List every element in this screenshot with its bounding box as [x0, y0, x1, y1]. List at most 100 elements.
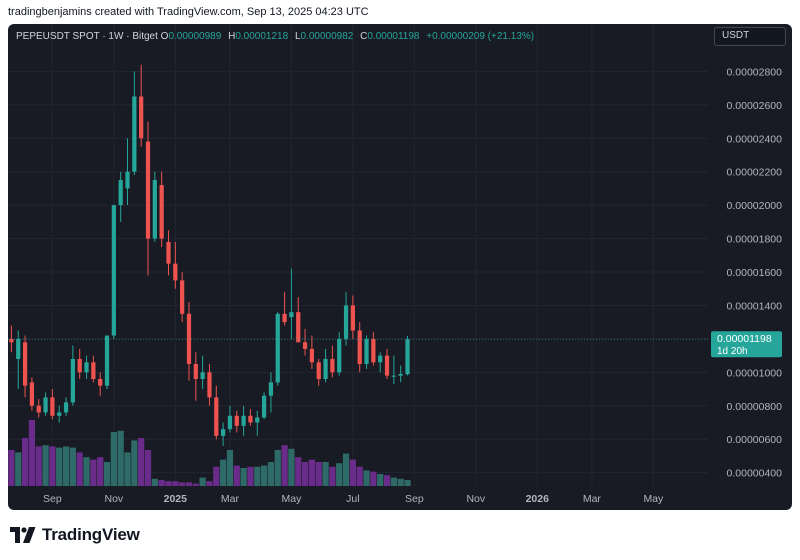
volume-bar — [206, 481, 213, 486]
candle-body — [371, 338, 376, 363]
candle-body — [275, 313, 280, 383]
volume-bar — [49, 446, 56, 486]
volume-bar — [76, 452, 83, 486]
candle-body — [227, 415, 233, 430]
candle-body — [323, 358, 328, 380]
candle-body — [139, 96, 144, 139]
candle-body — [309, 348, 315, 363]
x-tick-label: Sep — [43, 493, 62, 505]
volume-bar — [62, 446, 70, 486]
candle-body — [378, 355, 383, 363]
currency-button[interactable]: USDT — [714, 27, 786, 46]
tradingview-brand[interactable]: TradingView — [10, 525, 140, 545]
candle-body — [29, 382, 35, 406]
candle-body — [77, 358, 82, 373]
volume-bar — [103, 462, 111, 486]
volume-bar — [83, 457, 90, 486]
candle-body — [200, 372, 205, 380]
volume-bar — [8, 450, 15, 486]
x-tick-label: Jul — [346, 493, 359, 505]
close-value: 0.00001198 — [367, 31, 420, 42]
volume-bar — [90, 459, 97, 486]
y-tick-label: 0.00002400 — [727, 133, 783, 145]
volume-bar — [172, 481, 179, 486]
candle-body — [180, 280, 185, 314]
volume-bar — [117, 430, 124, 486]
volume-bar — [281, 445, 288, 486]
volume-bar — [165, 481, 172, 486]
candle-body — [384, 355, 390, 376]
volume-bar — [247, 466, 254, 486]
y-tick-label: 0.00000800 — [727, 401, 783, 413]
x-tick-label: Mar — [583, 493, 602, 505]
candle-body — [302, 342, 308, 349]
volume-bar — [144, 450, 152, 486]
volume-bar — [301, 462, 309, 486]
candle-body — [391, 375, 396, 377]
candles — [9, 64, 410, 446]
volume-bar — [56, 447, 63, 486]
candle-body — [50, 397, 55, 416]
candle-body — [296, 312, 301, 343]
volume-bar — [21, 438, 29, 486]
candle-body — [9, 338, 14, 343]
candle-body — [166, 241, 171, 264]
volume-bar — [213, 466, 220, 486]
symbol-name: PEPEUSDT SPOT · 1W · Bitget — [16, 31, 158, 42]
high-value: 0.00001218 — [235, 31, 289, 42]
volume-bar — [315, 462, 322, 486]
low-label: L — [294, 31, 301, 42]
candle-body — [57, 412, 62, 416]
chart-panel[interactable]: 0.00000400 0.00000600 0.00000800 0.00001000… — [8, 24, 792, 510]
volume-bar — [185, 482, 193, 486]
volume-bar — [35, 446, 42, 486]
x-axis: Sep Nov 2025 Mar May Jul Sep Nov 2026 Mar May — [43, 493, 664, 505]
volume-bar — [151, 478, 158, 486]
volume-bar — [274, 450, 281, 486]
candle-body — [125, 171, 130, 189]
volume-bar — [69, 447, 76, 486]
candle-body — [104, 335, 110, 386]
y-tick-label: 0.00002000 — [727, 200, 783, 212]
volume-bars — [8, 420, 411, 486]
brand-name: TradingView — [42, 525, 140, 544]
change-value: +0.00000209 (+21.13%) — [426, 31, 535, 42]
price-chart[interactable]: 0.00000400 0.00000600 0.00000800 0.00001000… — [8, 24, 792, 510]
attribution-bar: tradingbenjamins created with TradingVie… — [0, 0, 800, 24]
volume-bar — [233, 465, 240, 486]
candle-body — [364, 338, 369, 364]
candle-body — [193, 363, 198, 380]
candle-body — [132, 96, 137, 172]
volume-bar — [308, 459, 316, 486]
volume-bar — [295, 457, 302, 486]
candle-body — [268, 382, 274, 396]
volume-bar — [390, 477, 397, 486]
y-tick-label: 0.00001600 — [727, 267, 783, 279]
candle-body — [207, 372, 212, 398]
candle-body — [36, 405, 41, 413]
x-tick-label: 2025 — [164, 493, 188, 505]
price-tag-box — [711, 331, 782, 358]
creator-text: tradingbenjamins created with TradingVie… — [8, 6, 369, 18]
volume-bar — [179, 482, 186, 486]
volume-bar — [240, 468, 247, 486]
volume-bar — [226, 450, 234, 486]
candle-body — [248, 415, 253, 423]
y-tick-label: 0.00001800 — [727, 234, 783, 246]
volume-bar — [329, 466, 336, 486]
candle-body — [316, 362, 321, 380]
volume-bar — [131, 440, 138, 486]
footer: TradingView — [0, 510, 800, 560]
low-value: 0.00000982 — [300, 31, 354, 42]
symbol-legend: PEPEUSDT SPOT · 1W · Bitget O0.00000989 … — [16, 31, 538, 42]
candle-body — [241, 415, 246, 426]
candle-body — [152, 180, 157, 239]
volume-bar — [336, 463, 343, 486]
candle-body — [214, 397, 219, 436]
candle-body — [221, 429, 226, 436]
candle-body — [357, 330, 362, 364]
y-tick-label: 0.00002600 — [727, 100, 783, 112]
volume-bar — [97, 457, 104, 486]
candle-body — [91, 362, 96, 380]
